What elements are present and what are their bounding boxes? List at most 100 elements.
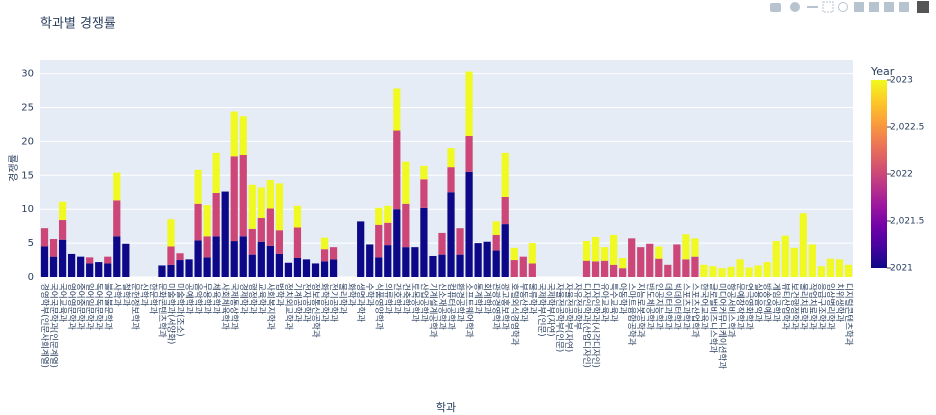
lasso-icon[interactable] [838,2,848,12]
bar-segment [329,247,338,260]
bar-segment [610,264,618,277]
x-tick-label: 사학과 [111,283,122,307]
autoscale-icon[interactable] [884,2,894,12]
x-tick-label: 소프트웨어학과 [464,283,475,338]
bar-segment [465,71,473,136]
x-tick-label: 디자인학과(시각디자인) [590,283,601,368]
bar-segment [58,201,67,221]
bar-segment [483,241,491,277]
x-tick-label: 뷰티산업학과 [780,283,791,330]
bar-segment [438,232,446,255]
zoom-out-icon[interactable] [869,2,879,12]
bar-segment [167,246,175,265]
x-tick-label: 독어독문학과 [93,283,104,330]
bar-segment [682,234,690,260]
x-tick-label: 수학과 [364,283,375,307]
camera-icon[interactable] [770,3,781,12]
select-icon[interactable] [822,1,834,13]
bar-segment [375,257,383,277]
bar-segment [799,213,807,277]
bar-segment [691,256,699,277]
bar-segment [212,236,220,277]
colorbar-tick-label: 2021 [890,264,913,274]
bar-segment [113,200,121,237]
x-tick-label: 부동산학과 [518,283,529,322]
bar-segment [402,247,410,277]
bar-segment [86,263,94,277]
x-tick-label: 정치외교학과 [283,283,294,330]
x-tick-label: 교육학과 [256,283,267,314]
x-tick-label: 반도체공학과 [644,283,655,330]
bar-segment [465,135,473,172]
x-tick-label: 영어영문학과 [66,283,77,330]
bar-segment [357,221,365,277]
bar-segment [817,266,825,277]
colorbar-tick-label: 2,021.5 [890,217,924,227]
bar-segment [275,253,283,277]
bar-segment [474,243,482,277]
bar-segment [95,262,103,277]
bar-segment [619,258,627,269]
bar-segment [501,152,509,197]
pan-icon[interactable] [807,6,818,8]
x-tick-label: 경영학부(인문사회계열) [39,283,50,368]
bar-segment [194,203,202,241]
x-tick-label: 항공서비스학과 [726,283,737,338]
bar-segment [49,256,58,277]
x-tick-label: 산업공학과 [418,283,429,322]
x-tick-label: 법학과 [274,283,285,307]
bar-segment [122,243,130,277]
bar-segment [393,130,401,210]
x-tick-label: 자율전공학부(인문) [554,283,565,352]
x-tick-label: 아동학과 [617,283,628,314]
x-tick-label: 문예창작학과 [735,283,746,330]
bar-segment [519,256,527,277]
plotly-logo[interactable] [917,1,929,13]
bar-segment [510,247,518,261]
bar-segment [203,205,211,237]
x-tick-label: 환경공학과 [455,283,466,322]
bar-segment [772,241,780,277]
chart-title: 학과별 경쟁률 [40,17,116,32]
bar-segment [447,167,455,193]
bar-segment [375,207,383,225]
x-tick-label: 방송연예과 [762,283,773,322]
bar-segment [293,258,302,277]
plot-area [40,60,853,277]
bar-segment [266,245,274,277]
colorbar [871,80,887,268]
bar-segment [384,222,392,246]
x-tick-label: 문헌정보학과 [129,283,140,330]
bar-segment [673,244,681,277]
x-tick-label: 연극영화학과 [744,283,755,330]
x-tick-label: 물류학과 [527,283,538,314]
y-tick-label: 5 [28,238,34,249]
bar-segment [384,205,392,223]
bar-segment [311,263,320,277]
bar-segment [438,254,446,277]
bar-segment [257,218,265,242]
reset-icon[interactable] [899,2,909,12]
x-tick-label: 사회체육학과 [220,283,231,330]
x-tick-label: 철학과 [120,283,131,307]
x-tick-label: 자율전공학부(자연) [563,283,574,352]
bar-segment [257,241,265,277]
bar-segment [194,240,202,277]
zoom-icon[interactable] [790,2,800,12]
bar-segment [230,111,238,157]
bar-segment [420,165,428,180]
x-tick-label: 통계학과 [473,283,484,314]
bar-segment [600,247,609,261]
x-tick-label: 물리치료학과 [798,283,809,330]
bar-segment [284,262,293,277]
bar-segment [492,234,500,251]
zoom-in-icon[interactable] [854,2,864,12]
x-tick-label: 기계공학과 [292,283,303,322]
bar-segment [655,246,663,259]
bar-segment [239,154,247,237]
bar-segment [275,230,283,254]
bar-segment [718,268,726,277]
x-tick-label: 국어교육과 [57,283,68,322]
y-tick-label: 30 [21,69,34,80]
x-tick-label: 의류학과 [382,283,393,314]
